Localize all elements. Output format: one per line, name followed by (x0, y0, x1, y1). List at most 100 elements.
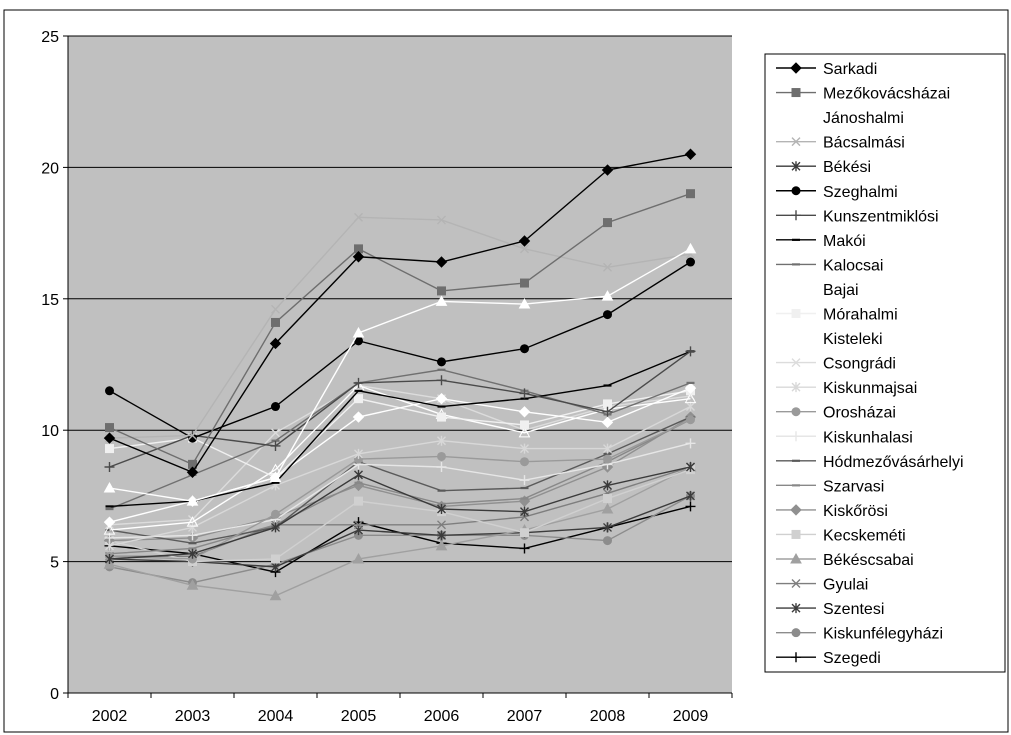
data-point (520, 420, 529, 430)
legend-marker (791, 210, 801, 221)
series-line (109, 466, 691, 597)
legend-item: Makói (776, 233, 866, 250)
data-point (188, 548, 197, 559)
legend-item: Kiskunmajsai (776, 380, 917, 397)
legend-marker (791, 529, 801, 539)
data-point (354, 212, 363, 222)
series-line (109, 419, 691, 560)
data-point (520, 457, 529, 467)
legend-label: Kiskőrösi (823, 503, 888, 520)
data-point (436, 461, 447, 472)
data-point (603, 480, 612, 491)
data-point (519, 543, 530, 554)
data-point (271, 522, 280, 533)
y-tick-label: 5 (50, 555, 59, 572)
data-point (684, 148, 697, 160)
y-tick-label: 20 (41, 160, 59, 177)
legend-item: Békési (776, 159, 871, 176)
legend-item: Szentesi (776, 601, 884, 618)
series-line (109, 261, 691, 439)
data-point (437, 504, 446, 515)
legend-label: Sarkadi (823, 61, 877, 78)
legend-marker (791, 652, 801, 663)
legend-label: Gyulai (823, 577, 868, 594)
series-line (109, 369, 691, 510)
data-point (520, 506, 529, 517)
legend-marker (791, 358, 801, 368)
legend-marker (791, 382, 801, 393)
legend-marker (791, 579, 801, 589)
data-point (519, 388, 530, 399)
data-point (685, 346, 696, 357)
series-5 (105, 257, 695, 443)
legend-label: Bácsalmási (823, 135, 905, 152)
legend-marker (790, 504, 802, 516)
data-point (437, 412, 446, 422)
data-point (269, 471, 282, 483)
data-point (105, 386, 114, 396)
data-point (105, 444, 114, 454)
data-point (684, 392, 697, 404)
legend-label: Szegedi (823, 650, 881, 667)
x-tick-label: 2002 (92, 708, 128, 725)
x-tick-label: 2009 (673, 708, 709, 725)
y-tick-label: 15 (41, 292, 59, 309)
data-point (518, 298, 531, 309)
data-point (103, 481, 116, 493)
data-point (353, 377, 364, 388)
data-point (103, 432, 116, 444)
legend-item: Orosházai (776, 405, 896, 422)
data-point (518, 426, 531, 438)
series-line (109, 419, 691, 555)
data-point (603, 218, 612, 228)
data-point (686, 401, 695, 412)
legend-item: Kisteleki (776, 331, 883, 348)
data-point (104, 461, 115, 472)
data-point (603, 536, 612, 546)
series-line (109, 466, 691, 560)
data-point (437, 286, 446, 296)
data-point (354, 394, 363, 404)
data-point (105, 423, 114, 433)
data-point (603, 494, 612, 504)
legend-item: Szarvasi (776, 478, 884, 495)
data-point (352, 251, 365, 263)
legend-marker (791, 137, 801, 147)
data-point (352, 411, 365, 423)
legend-label: Jánoshalmi (823, 110, 904, 127)
data-point (188, 430, 197, 440)
legend-item: Kalocsai (776, 257, 883, 274)
series-line (109, 405, 691, 547)
legend-item: Sarkadi (776, 61, 877, 78)
data-point (603, 443, 612, 454)
data-point (186, 579, 199, 590)
data-point (186, 516, 199, 527)
x-tick-label: 2008 (590, 708, 626, 725)
legend-marker (791, 161, 801, 172)
data-point (271, 509, 280, 519)
legend-label: Kecskeméti (823, 527, 906, 544)
data-point (437, 530, 446, 541)
legend-marker (791, 603, 801, 614)
legend-item: Hódmezővásárhelyi (776, 454, 964, 471)
data-point (603, 454, 612, 464)
data-point (435, 256, 448, 268)
data-point (271, 428, 280, 438)
series-line (109, 416, 691, 542)
x-tick-label: 2005 (341, 708, 377, 725)
x-tick-label: 2004 (258, 708, 294, 725)
series-line (109, 495, 691, 584)
data-point (188, 522, 197, 533)
legend-label: Kiskunhalasi (823, 429, 913, 446)
legend-marker (790, 62, 802, 74)
legend-marker (791, 186, 801, 196)
data-point (437, 357, 446, 367)
data-point (603, 522, 612, 533)
legend-label: Mezőkovácsházai (823, 86, 950, 103)
data-point (271, 554, 280, 564)
series-14 (105, 415, 695, 564)
series-11 (103, 379, 697, 535)
data-point (352, 552, 365, 564)
data-point (686, 257, 695, 267)
